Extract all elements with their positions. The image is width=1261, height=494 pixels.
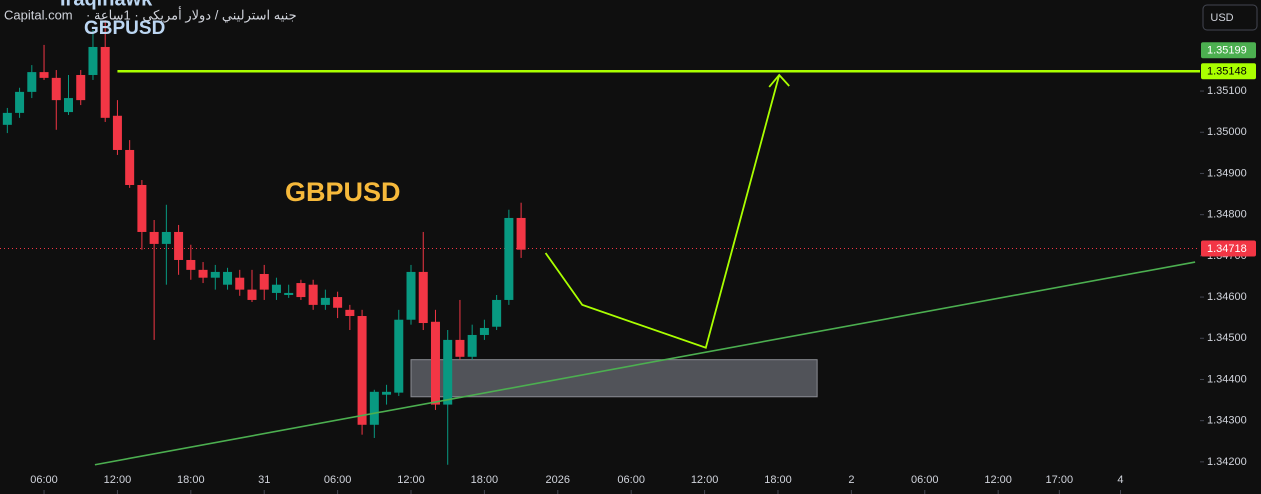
x-tick-label: 18:00	[471, 474, 499, 486]
x-tick-label: 12:00	[397, 474, 425, 486]
candle-body	[112, 115, 122, 150]
candle-body	[443, 339, 453, 405]
x-tick-label: 17:00	[1046, 474, 1074, 486]
candle-body	[492, 299, 502, 327]
x-tick-label: 4	[1117, 474, 1123, 486]
candle-body	[39, 72, 49, 78]
candle-body	[88, 46, 98, 75]
candle-body	[198, 269, 208, 278]
y-tick-label: 1.34300	[1207, 415, 1247, 427]
high-price-label: 1.35199	[1207, 45, 1247, 57]
y-tick-label: 1.35100	[1207, 85, 1247, 97]
trendline	[94, 261, 1196, 466]
candle-body	[149, 231, 159, 244]
candle-body	[320, 297, 330, 305]
y-tick-label: 1.34900	[1207, 167, 1247, 179]
candle-body	[455, 339, 465, 357]
x-tick-label: 31	[258, 474, 270, 486]
last-price-box	[1201, 240, 1256, 257]
y-tick-label: 1.34500	[1207, 332, 1247, 344]
candle-body	[210, 271, 220, 278]
zone	[410, 359, 818, 398]
symbol-description: · جنيه استرليني / دولار أمريكي · 1ساعة	[86, 6, 297, 23]
candle-body	[2, 112, 12, 125]
chart-title: GBPUSD	[285, 177, 401, 207]
candle-body	[271, 284, 281, 293]
y-tick-label: 1.34600	[1207, 291, 1247, 303]
candle-body	[174, 231, 184, 260]
x-tick-label: 18:00	[764, 474, 792, 486]
candle-body	[467, 334, 477, 357]
x-tick-label: 2	[848, 474, 854, 486]
projection-arrowhead	[768, 73, 790, 88]
currency-button[interactable]	[1202, 4, 1258, 31]
candle-body	[100, 46, 110, 118]
currency-button-label[interactable]: USD	[1210, 12, 1233, 24]
candle-body	[394, 319, 404, 393]
candle-body	[516, 217, 526, 250]
candle-body	[504, 217, 514, 300]
candle-body	[418, 271, 428, 324]
watermark: GBPUSD	[84, 18, 165, 39]
resistance-price-label: 1.35148	[1207, 66, 1247, 78]
x-tick-label: 12:00	[691, 474, 719, 486]
y-tick-label: 1.35000	[1207, 126, 1247, 138]
resistance-price-box	[1201, 63, 1256, 80]
candle-body	[125, 149, 135, 185]
candle-body	[27, 72, 37, 92]
candle-body	[382, 391, 392, 395]
high-price-box	[1201, 42, 1256, 59]
candle-body	[333, 297, 343, 308]
x-tick-label: 2026	[546, 474, 570, 486]
projection-path	[544, 74, 781, 349]
last-price-label: 1.34718	[1207, 243, 1247, 255]
x-tick-label: 06:00	[617, 474, 645, 486]
y-tick-label: 1.34200	[1207, 456, 1247, 468]
candle-body	[161, 231, 171, 244]
candle-body	[479, 327, 489, 335]
y-tick-label: 1.34800	[1207, 209, 1247, 221]
candle-body	[357, 316, 367, 425]
x-tick-label: 06:00	[324, 474, 352, 486]
x-tick-label: 12:00	[104, 474, 132, 486]
candle-body	[247, 289, 257, 300]
candle-body	[284, 292, 294, 295]
x-tick-label: 12:00	[984, 474, 1012, 486]
plot-area	[0, 20, 1200, 466]
source: Capital.com	[4, 7, 73, 22]
candle-body	[137, 184, 147, 232]
candle-body	[15, 91, 25, 113]
y-tick-label: 1.34400	[1207, 373, 1247, 385]
candle-body	[308, 284, 318, 305]
candle-body	[223, 271, 233, 285]
author: Iraqihawk	[60, 0, 153, 10]
candle-body	[430, 321, 440, 405]
candle-body	[406, 271, 416, 320]
candle-body	[259, 273, 269, 290]
candle-body	[76, 74, 86, 101]
candle-body	[345, 309, 355, 317]
candle-body	[235, 277, 245, 290]
candle-body	[369, 391, 379, 425]
x-tick-label: 06:00	[30, 474, 58, 486]
x-tick-label: 18:00	[177, 474, 205, 486]
x-tick-label: 06:00	[911, 474, 939, 486]
candle-body	[296, 283, 306, 298]
candle-body	[186, 259, 196, 270]
candle-body	[64, 98, 74, 113]
candle-body	[51, 77, 61, 101]
